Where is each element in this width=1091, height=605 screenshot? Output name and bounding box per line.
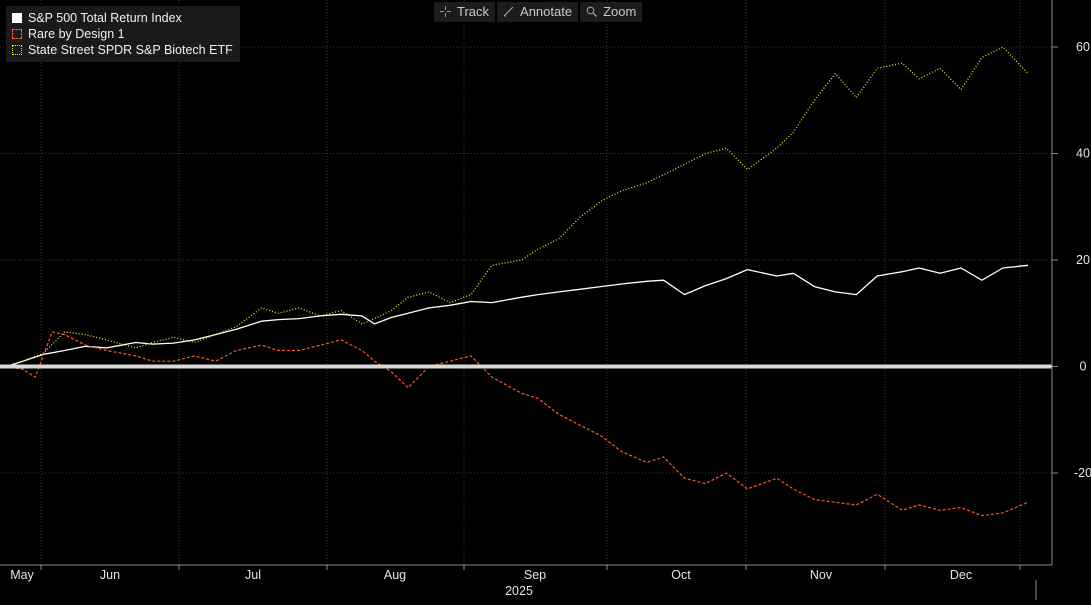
legend-swatch-sp500 — [12, 13, 22, 23]
x-year-label: 2025 — [505, 584, 533, 598]
y-tick-label: 20 — [1076, 253, 1090, 267]
legend-swatch-rare-by-design — [12, 29, 22, 39]
y-tick-label: 60 — [1076, 40, 1090, 54]
x-tick-label: Sep — [524, 568, 546, 582]
chart-toolbar: Track Annotate Zoom — [434, 2, 643, 22]
legend-label-sp500: S&P 500 Total Return Index — [28, 11, 182, 25]
grid-lines — [0, 0, 1052, 565]
legend-item-biotech-etf: State Street SPDR S&P Biotech ETF — [12, 42, 233, 58]
series-line-biotech-etf — [5, 46, 1029, 368]
magnifier-icon — [586, 6, 598, 17]
x-tick-label: Dec — [950, 568, 972, 582]
y-tick-label: 0 — [1080, 360, 1087, 374]
track-label: Track — [457, 4, 490, 19]
annotate-button[interactable]: Annotate — [497, 2, 579, 22]
y-tick-label: 40 — [1076, 147, 1090, 161]
annotate-label: Annotate — [520, 4, 573, 19]
zoom-label: Zoom — [603, 4, 637, 19]
series-line-sp500 — [5, 264, 1029, 368]
track-button[interactable]: Track — [434, 2, 496, 22]
x-tick-label: Aug — [384, 568, 406, 582]
pencil-icon — [503, 6, 514, 17]
legend-swatch-biotech-etf — [12, 45, 22, 55]
crosshair-icon — [440, 6, 451, 17]
legend-item-rare-by-design: Rare by Design 1 — [12, 26, 233, 42]
x-tick-label: Oct — [671, 568, 691, 582]
x-tick-label: May — [10, 568, 34, 582]
legend-label-biotech-etf: State Street SPDR S&P Biotech ETF — [28, 43, 233, 57]
series-line-rare-by-design — [5, 331, 1029, 517]
x-tick-label: Jun — [100, 568, 120, 582]
x-tick-label: Jul — [245, 568, 261, 582]
legend-item-sp500: S&P 500 Total Return Index — [12, 10, 233, 26]
y-tick-label: -20 — [1074, 466, 1091, 480]
zoom-button[interactable]: Zoom — [580, 2, 643, 22]
series-lines — [0, 46, 1052, 517]
legend-label-rare-by-design: Rare by Design 1 — [28, 27, 125, 41]
x-tick-label: Nov — [810, 568, 833, 582]
chart-legend: S&P 500 Total Return Index Rare by Desig… — [6, 6, 240, 62]
